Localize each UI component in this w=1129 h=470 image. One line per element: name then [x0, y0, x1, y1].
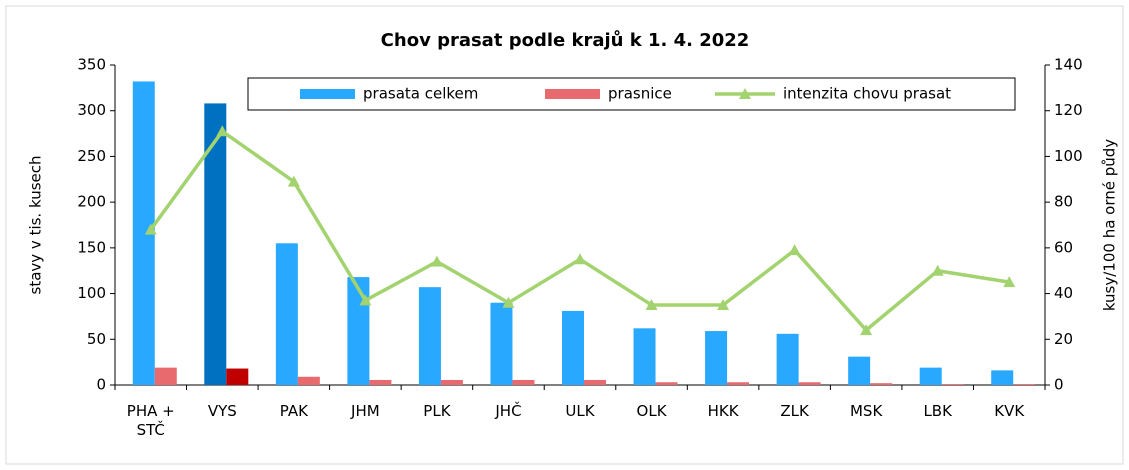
- bar: [440, 379, 463, 385]
- bar: [798, 382, 821, 385]
- bar: [275, 243, 298, 385]
- bar: [1013, 384, 1036, 385]
- bar: [655, 382, 678, 385]
- bar: [941, 384, 964, 385]
- line-marker: [359, 294, 372, 306]
- line-marker: [216, 125, 229, 137]
- bar: [154, 367, 177, 385]
- x-tick-label: JHČ: [495, 402, 522, 420]
- bar: [132, 81, 155, 385]
- legend-swatch: [300, 89, 355, 99]
- bar: [727, 382, 750, 385]
- x-tick-label: PHA + STČ: [126, 402, 175, 439]
- line-marker: [574, 253, 586, 265]
- bar: [870, 383, 893, 385]
- x-tick-label: LBK: [923, 402, 952, 420]
- bar: [369, 379, 392, 385]
- line-marker: [430, 255, 443, 267]
- legend-label: intenzita chovu prasat: [783, 85, 951, 103]
- x-tick-label: ULK: [565, 402, 595, 420]
- legend-label: prasnice: [608, 85, 672, 103]
- x-tick-label: PAK: [279, 402, 308, 420]
- line-marker: [645, 299, 658, 310]
- line-marker: [717, 299, 730, 310]
- bar: [297, 376, 320, 385]
- x-tick-label: KVK: [994, 402, 1025, 420]
- line-marker: [788, 244, 801, 256]
- x-tick-label: MSK: [849, 402, 883, 420]
- chart-frame: [5, 5, 1124, 465]
- bar: [633, 328, 656, 385]
- y2-tick-label: 120: [1054, 101, 1083, 119]
- chart-title: Chov prasat podle krajů k 1. 4. 2022: [381, 29, 750, 51]
- line-marker: [287, 175, 300, 187]
- bar: [562, 310, 584, 385]
- bar: [418, 287, 441, 385]
- y-tick-label: 250: [77, 147, 106, 165]
- bar: [584, 379, 606, 385]
- y-tick-label: 0: [96, 376, 106, 394]
- line-marker: [502, 296, 515, 308]
- x-tick-label: HKK: [707, 402, 739, 420]
- line-marker: [860, 324, 873, 336]
- y-tick-label: 150: [77, 238, 106, 256]
- y2-tick-label: 0: [1054, 376, 1064, 394]
- y2-tick-label: 60: [1054, 238, 1073, 256]
- y-tick-label: 200: [77, 193, 106, 211]
- legend-swatch: [545, 89, 600, 99]
- line-marker: [144, 223, 157, 235]
- x-tick-label: JHM: [351, 402, 380, 420]
- x-tick-label: PLK: [423, 402, 451, 420]
- bar: [919, 367, 942, 385]
- line-marker: [931, 264, 944, 276]
- y2-tick-label: 140: [1054, 56, 1083, 74]
- bar: [776, 333, 799, 385]
- y2-axis-label: kusy/100 ha orné půdy: [1101, 139, 1119, 311]
- bar: [226, 368, 249, 385]
- bar: [991, 370, 1014, 385]
- legend-box: [247, 77, 1016, 111]
- y-tick-label: 350: [77, 56, 106, 74]
- bar: [512, 379, 535, 385]
- legend-label: prasata celkem: [363, 85, 478, 103]
- y2-tick-label: 100: [1054, 147, 1083, 165]
- x-tick-label: OLK: [636, 402, 667, 420]
- x-tick-label: VYS: [207, 402, 237, 420]
- line-marker: [1003, 276, 1016, 288]
- y-tick-label: 100: [77, 284, 106, 302]
- bar: [204, 103, 227, 386]
- y2-tick-label: 80: [1054, 193, 1073, 211]
- bar: [848, 356, 871, 385]
- y-axis-label: stavy v tis. kusech: [27, 156, 45, 295]
- x-tick-label: ZLK: [780, 402, 809, 420]
- y-tick-label: 50: [87, 330, 106, 348]
- y-tick-label: 300: [77, 101, 106, 119]
- bar: [705, 331, 728, 385]
- y2-tick-label: 20: [1054, 330, 1073, 348]
- bar: [490, 302, 513, 385]
- y2-tick-label: 40: [1054, 284, 1073, 302]
- legend-marker: [739, 88, 751, 99]
- bar: [347, 277, 370, 385]
